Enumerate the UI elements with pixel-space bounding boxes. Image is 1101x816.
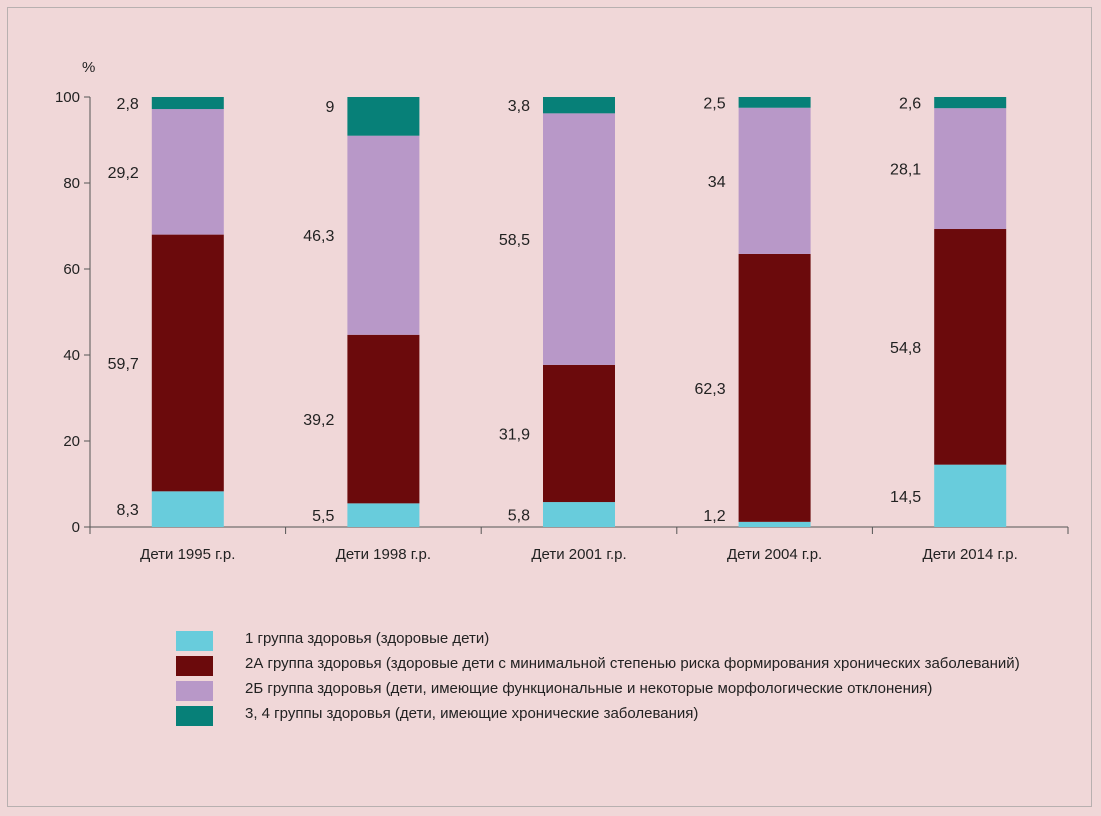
- bar-segment: [934, 97, 1007, 109]
- legend-item: 1 группа здоровья (здоровые дети): [176, 628, 1036, 651]
- data-label: 31,9: [499, 426, 530, 443]
- data-label: 39,2: [303, 412, 334, 429]
- bar-segment: [151, 97, 224, 110]
- data-label: 59,7: [108, 356, 139, 373]
- stacked-bar-chart: % 0 20 40 60 80 100 Дети 1995 г.р. Дети 1998 г…: [55, 59, 1069, 563]
- legend-swatch: [176, 656, 213, 676]
- legend-swatch: [176, 631, 213, 651]
- data-label: 5,5: [312, 508, 334, 525]
- bar-segment: [151, 109, 224, 235]
- legend-item: 3, 4 группы здоровья (дети, имеющие хрон…: [176, 703, 1036, 726]
- chart-frame: [7, 7, 1092, 807]
- bar-segment: [347, 97, 420, 136]
- data-label: 34: [708, 174, 726, 191]
- data-label: 14,5: [890, 489, 921, 506]
- data-labels: 8,3 59,7 29,2 2,8 5,5 39,2 46,3 9 5,8 31,9 58,5 3,8…: [108, 95, 922, 525]
- data-label: 29,2: [108, 165, 139, 182]
- legend-item: 2А группа здоровья (здоровые дети с мини…: [176, 653, 1036, 676]
- y-tick-label: 0: [72, 519, 80, 536]
- bar-segment: [738, 107, 811, 254]
- bar-segment: [543, 502, 615, 527]
- bar-segment: [934, 464, 1007, 527]
- y-tick-label: 100: [55, 89, 80, 106]
- data-label: 1,2: [703, 508, 725, 525]
- legend-label: 3, 4 группы здоровья (дети, имеющие хрон…: [245, 705, 699, 722]
- bar-segment: [543, 364, 615, 503]
- legend-label: 2А группа здоровья (здоровые дети с мини…: [245, 655, 1020, 672]
- bar-segment: [151, 491, 224, 527]
- data-label: 3,8: [508, 98, 530, 115]
- bar-segment: [347, 503, 420, 527]
- y-tick-label: 60: [63, 261, 80, 278]
- y-tick-label: 80: [63, 175, 80, 192]
- x-category-label: Дети 2014 г.р.: [923, 546, 1018, 563]
- data-label: 8,3: [117, 502, 139, 519]
- data-label: 28,1: [890, 162, 921, 179]
- y-tick-label: 20: [63, 433, 80, 450]
- bar-segment: [347, 334, 420, 504]
- data-label: 58,5: [499, 232, 530, 249]
- bar-segment: [151, 234, 224, 492]
- bar-segment: [543, 113, 615, 365]
- legend: 1 группа здоровья (здоровые дети) 2А груп…: [176, 628, 1036, 728]
- data-label: 54,8: [890, 340, 921, 357]
- data-label: 2,5: [703, 95, 725, 112]
- y-tick-label: 40: [63, 347, 80, 364]
- legend-label: 2Б группа здоровья (дети, имеющие функци…: [245, 680, 933, 697]
- bar-segment: [738, 521, 811, 527]
- y-unit-label: %: [82, 59, 95, 76]
- bar-segment: [543, 97, 615, 114]
- data-label: 2,6: [899, 96, 921, 113]
- bars: [151, 97, 1007, 527]
- data-label: 2,8: [117, 96, 139, 113]
- bar-segment: [738, 97, 811, 108]
- data-label: 5,8: [508, 508, 530, 525]
- x-axis: Дети 1995 г.р. Дети 1998 г.р. Дети 2001 г.…: [89, 526, 1069, 563]
- bar-segment: [934, 229, 1007, 465]
- legend-swatch: [176, 706, 213, 726]
- x-category-label: Дети 2001 г.р.: [531, 546, 626, 563]
- x-category-label: Дети 1995 г.р.: [140, 546, 235, 563]
- legend-item: 2Б группа здоровья (дети, имеющие функци…: [176, 678, 1036, 701]
- legend-label: 1 группа здоровья (здоровые дети): [245, 630, 490, 647]
- bar-segment: [347, 135, 420, 335]
- bar-segment: [738, 253, 811, 522]
- legend-swatch: [176, 681, 213, 701]
- y-axis: 0 20 40 60 80 100: [55, 89, 91, 536]
- data-label: 62,3: [694, 381, 725, 398]
- x-category-label: Дети 2004 г.р.: [727, 546, 822, 563]
- data-label: 46,3: [303, 228, 334, 245]
- bar-segment: [934, 108, 1007, 230]
- data-label: 9: [325, 99, 334, 116]
- x-category-label: Дети 1998 г.р.: [336, 546, 431, 563]
